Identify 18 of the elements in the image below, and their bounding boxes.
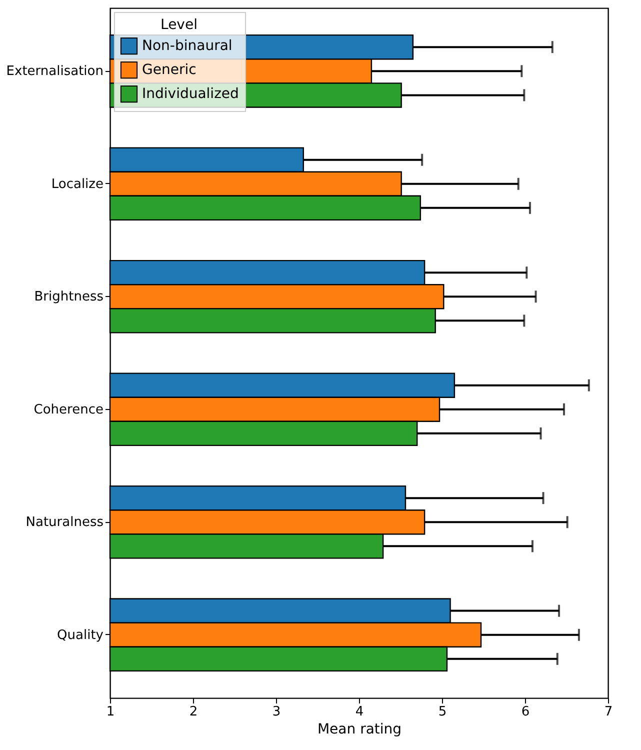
x-tick-label: 4 — [355, 704, 364, 720]
legend-label: Individualized — [142, 86, 239, 102]
x-axis-title: Mean rating — [317, 722, 402, 738]
x-tick-label: 2 — [189, 704, 198, 720]
legend-label: Generic — [142, 62, 196, 78]
y-tick-label: Naturalness — [26, 515, 104, 530]
y-tick-label: Quality — [57, 628, 104, 643]
legend-label: Non-binaural — [142, 38, 232, 54]
x-tick-label: 5 — [438, 704, 447, 720]
y-tick-label: Externalisation — [6, 64, 104, 80]
y-tick-label: Brightness — [34, 290, 104, 305]
y-tick-label: Coherence — [34, 402, 104, 418]
y-tick-label: Localize — [51, 176, 104, 192]
x-tick-label: 1 — [106, 704, 115, 720]
x-tick-label: 7 — [604, 704, 613, 720]
legend-title: Level — [160, 17, 198, 33]
x-tick-label: 3 — [272, 704, 281, 720]
x-tick-label: 6 — [521, 704, 530, 720]
